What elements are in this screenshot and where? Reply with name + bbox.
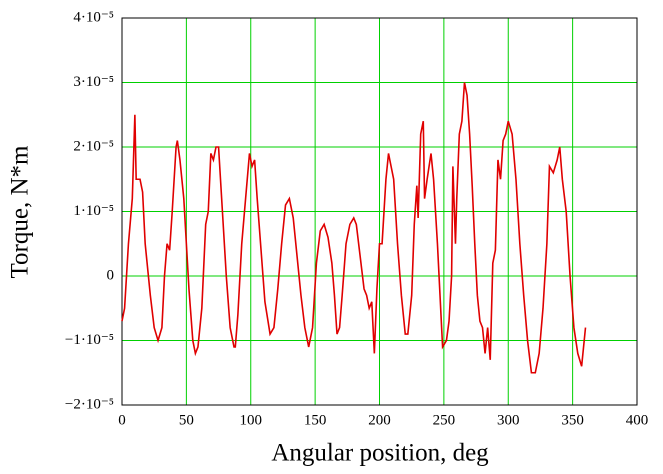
x-tick-label: 50 — [179, 412, 194, 428]
y-tick-label: −2·10⁻⁵ — [65, 396, 114, 412]
y-tick-label: −1·10⁻⁵ — [65, 332, 114, 348]
x-tick-label: 300 — [497, 412, 520, 428]
y-tick-label: 3·10⁻⁵ — [73, 74, 114, 90]
x-tick-label: 250 — [433, 412, 456, 428]
y-tick-label: 1·10⁻⁵ — [73, 203, 114, 219]
plot-frame — [121, 17, 638, 406]
y-tick-label: 4·10⁻⁵ — [73, 9, 114, 25]
x-tick-label: 200 — [368, 412, 391, 428]
x-tick-label: 150 — [304, 412, 327, 428]
y-tick-label: 2·10⁻⁵ — [73, 138, 114, 154]
x-tick-label: 350 — [561, 412, 584, 428]
x-tick-label: 0 — [118, 412, 126, 428]
x-axis-label: Angular position, deg — [271, 440, 489, 467]
y-axis-label: Torque, N*m — [7, 145, 34, 279]
y-tick-label: 0 — [107, 267, 115, 283]
data-line — [121, 82, 587, 374]
x-tick-label: 100 — [240, 412, 263, 428]
x-tick-label: 400 — [626, 412, 649, 428]
